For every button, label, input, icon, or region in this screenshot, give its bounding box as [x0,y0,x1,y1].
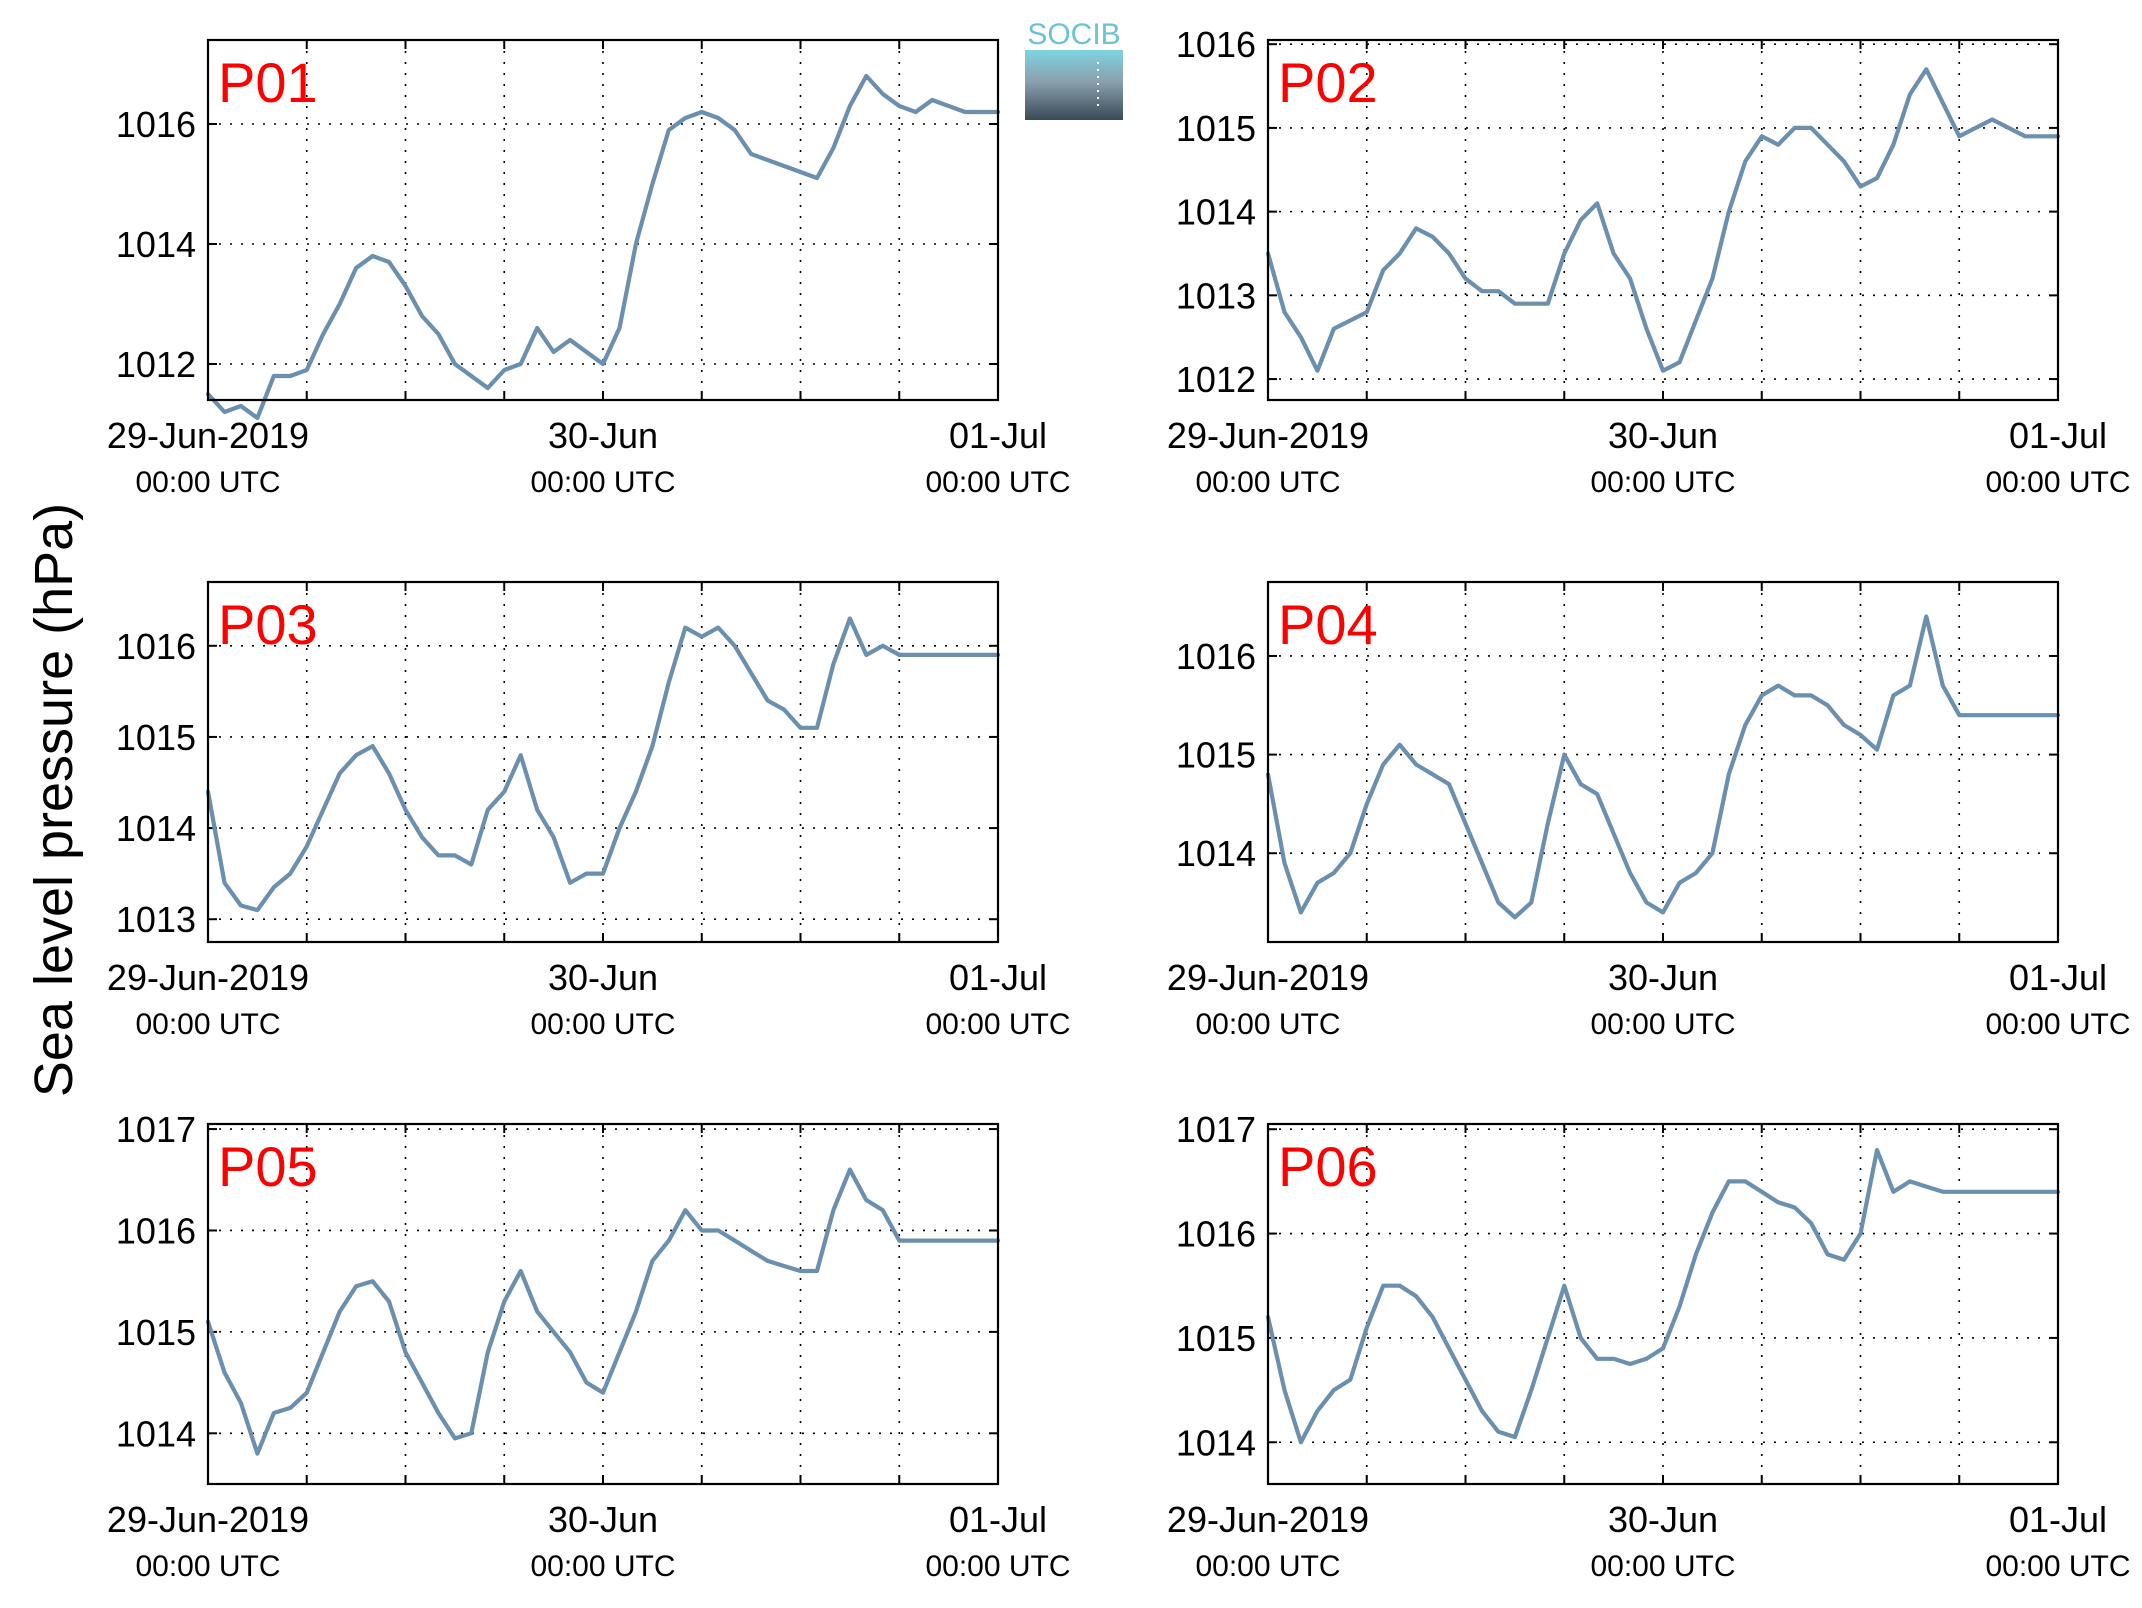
chart-panel-p02: 1012 1013 1014 1015 1016 29-Jun-2019 00:00 UTC… [1167,24,2131,499]
y-tick-label: 1015 [116,717,196,758]
x-tick-label-date: 01-Jul [2009,957,2107,998]
socib-logo-text: SOCIB [1027,18,1120,51]
y-tick-label: 1015 [1176,1318,1256,1359]
y-tick-label: 1013 [1176,275,1256,316]
y-tick-label: 1015 [1176,108,1256,149]
socib-logo: SOCIB [1025,18,1123,120]
y-tick-label: 1015 [1176,735,1256,776]
plot-frame [206,580,1000,944]
chart-panel-p04: 1014 1015 1016 29-Jun-2019 00:00 UTC 30-Jun 00… [1167,580,2131,1041]
plot-frame [206,38,1000,402]
y-tick-label: 1016 [116,104,196,145]
series-line [1265,67,2061,373]
y-axis-label: Sea level pressure (hPa) [24,503,84,1097]
y-tick-label: 1012 [1176,359,1256,400]
plot-frame [1266,38,2060,402]
plot-frame [1266,580,2060,944]
x-tick-label-time: 00:00 UTC [925,1008,1070,1041]
x-tick-label-time: 00:00 UTC [1590,1008,1735,1041]
x-tick-label-date: 30-Jun [1608,957,1718,998]
socib-logo-mark [1025,50,1123,120]
x-tick-label-time: 00:00 UTC [135,1550,280,1583]
plot-frame [1266,1122,2060,1486]
panel-label: P05 [218,1135,318,1198]
plot-frame [206,1122,1000,1486]
y-tick-label: 1016 [116,1210,196,1251]
x-tick-label-date: 29-Jun-2019 [107,957,309,998]
panel-label: P01 [218,51,318,114]
x-tick-label-date: 01-Jul [949,957,1047,998]
x-tick-label-date: 29-Jun-2019 [1167,415,1369,456]
y-tick-label: 1017 [116,1109,196,1150]
series-line [1265,614,2061,920]
x-tick-label-date: 29-Jun-2019 [107,415,309,456]
x-tick-label-date: 01-Jul [2009,1499,2107,1540]
x-tick-label-date: 29-Jun-2019 [1167,957,1369,998]
panel-label: P03 [218,593,318,656]
x-tick-label-time: 00:00 UTC [1195,466,1340,499]
chart-panel-p01: 1012 1014 1016 29-Jun-2019 00:00 UTC 30-Jun 00… [107,38,1071,499]
x-tick-label-time: 00:00 UTC [925,466,1070,499]
chart-panel-p05: 1014 1015 1016 1017 29-Jun-2019 00:00 UTC 30-J… [107,1109,1071,1583]
x-tick-label-time: 00:00 UTC [1195,1008,1340,1041]
y-tick-label: 1014 [116,808,196,849]
x-tick-label-date: 29-Jun-2019 [1167,1499,1369,1540]
panel-label: P06 [1278,1135,1378,1198]
y-tick-label: 1016 [1176,1214,1256,1255]
y-tick-label: 1014 [1176,1422,1256,1463]
panel-label: P02 [1278,51,1378,114]
x-tick-label-date: 30-Jun [548,1499,658,1540]
x-tick-label-date: 30-Jun [548,415,658,456]
y-tick-label: 1014 [116,224,196,265]
y-tick-label: 1017 [1176,1109,1256,1150]
x-tick-label-time: 00:00 UTC [530,466,675,499]
x-tick-label-time: 00:00 UTC [1985,466,2130,499]
x-tick-label-date: 01-Jul [949,415,1047,456]
series-line [205,1167,1001,1456]
x-tick-label-date: 30-Jun [548,957,658,998]
y-tick-label: 1016 [1176,636,1256,677]
y-tick-label: 1013 [116,899,196,940]
x-tick-label-time: 00:00 UTC [1590,466,1735,499]
y-tick-label: 1015 [116,1312,196,1353]
y-tick-label: 1012 [116,344,196,385]
x-tick-label-time: 00:00 UTC [1985,1550,2130,1583]
x-tick-label-time: 00:00 UTC [1985,1008,2130,1041]
x-tick-label-time: 00:00 UTC [530,1550,675,1583]
series-line [205,73,1001,421]
y-tick-label: 1016 [116,626,196,667]
x-tick-label-date: 01-Jul [2009,415,2107,456]
y-tick-label: 1014 [1176,192,1256,233]
series-line [205,616,1001,913]
panel-label: P04 [1278,593,1378,656]
x-tick-label-time: 00:00 UTC [530,1008,675,1041]
x-tick-label-time: 00:00 UTC [925,1550,1070,1583]
x-tick-label-time: 00:00 UTC [1195,1550,1340,1583]
x-tick-label-date: 30-Jun [1608,415,1718,456]
x-tick-label-date: 29-Jun-2019 [107,1499,309,1540]
x-tick-label-time: 00:00 UTC [135,466,280,499]
x-tick-label-time: 00:00 UTC [1590,1550,1735,1583]
series-line [1265,1147,2061,1445]
y-tick-label: 1014 [1176,833,1256,874]
chart-panel-p06: 1014 1015 1016 1017 29-Jun-2019 00:00 UTC 30-J… [1167,1109,2131,1583]
x-tick-label-time: 00:00 UTC [135,1008,280,1041]
x-tick-label-date: 01-Jul [949,1499,1047,1540]
y-tick-label: 1016 [1176,24,1256,65]
chart-panel-p03: 1013 1014 1015 1016 29-Jun-2019 00:00 UTC 30-J… [107,580,1071,1041]
y-tick-label: 1014 [116,1413,196,1454]
x-tick-label-date: 30-Jun [1608,1499,1718,1540]
